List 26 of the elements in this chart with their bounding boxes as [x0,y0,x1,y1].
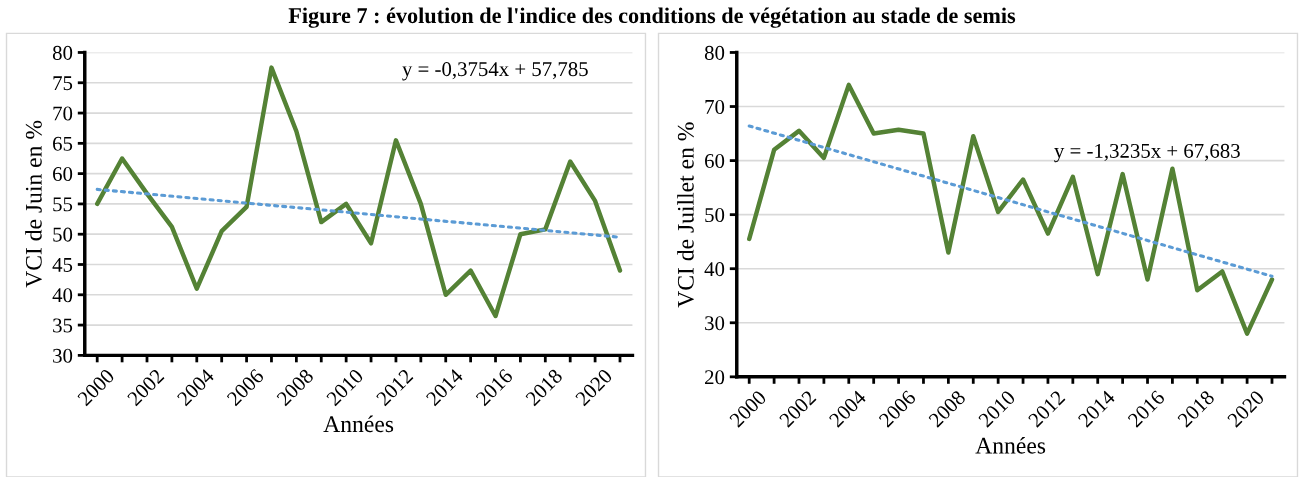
y-tick-label: 80 [52,45,73,60]
y-tick-label: 40 [704,262,725,277]
x-axis-title: Années [975,436,1046,454]
y-tick-label: 30 [53,348,73,363]
y-tick-label: 30 [705,316,725,331]
y-tick-label: 65 [53,136,73,151]
chart-title: Figure 7 : évolution de l'indice des conditions de végétation au stade de semis [288,7,1016,28]
y-tick-label: 50 [705,208,725,223]
annotation: y = -1,3235x + 67,683 [1054,143,1240,163]
y-tick-label: 55 [53,197,73,212]
y-tick-label: 70 [53,106,73,121]
y-tick-label: 50 [53,227,73,242]
y-tick-label: 60 [53,167,73,182]
y-tick-label: 75 [53,76,73,91]
y-tick-label: 70 [705,99,725,114]
y-tick-label: 40 [52,288,73,303]
x-axis-title: Années [323,415,394,433]
y-axis-title: VCI de Juin en % [25,120,42,288]
y-axis-title: VCI de Juillet en % [677,122,694,308]
y-tick-label: 60 [705,153,725,169]
line-series [746,82,1275,336]
y-tick-label: 20 [705,370,725,385]
y-tick-label: 80 [704,45,725,60]
y-tick-label: 45 [52,258,73,272]
y-tick-label: 35 [53,318,73,333]
annotation: y = -0,3754x + 57,785 [402,62,588,81]
